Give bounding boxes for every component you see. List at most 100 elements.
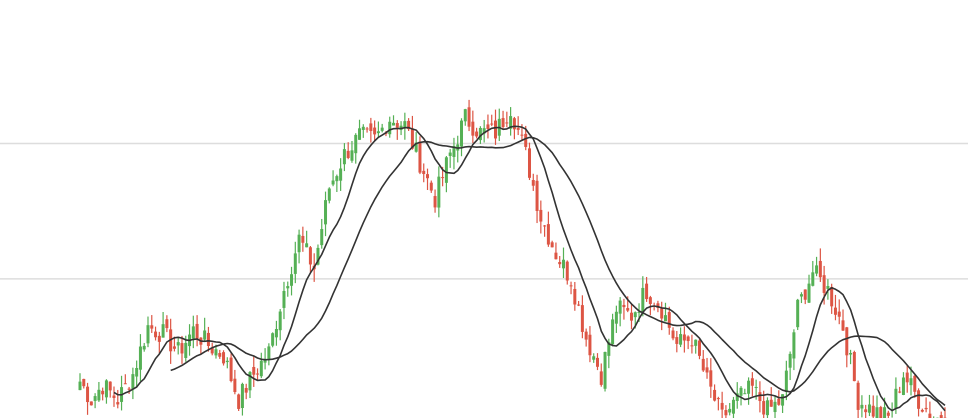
candle-body bbox=[316, 247, 320, 265]
candle-body bbox=[509, 116, 513, 129]
candle bbox=[308, 246, 312, 273]
candle-body bbox=[758, 392, 762, 402]
candle bbox=[690, 334, 694, 354]
candle-body bbox=[845, 327, 849, 356]
candle-body bbox=[203, 330, 207, 340]
candle bbox=[845, 326, 849, 368]
candle-body bbox=[550, 242, 554, 248]
candle-body bbox=[422, 170, 426, 175]
candle bbox=[682, 326, 686, 353]
candle-body bbox=[614, 311, 618, 324]
candle bbox=[463, 108, 467, 126]
candle-body bbox=[815, 265, 819, 274]
candle-body bbox=[539, 209, 543, 222]
candle-body bbox=[369, 123, 373, 132]
candle-body bbox=[308, 247, 312, 265]
candle-body bbox=[705, 367, 709, 373]
candle-body bbox=[565, 261, 569, 281]
candle bbox=[93, 393, 97, 409]
candle bbox=[856, 380, 860, 418]
candle bbox=[509, 107, 513, 136]
candle bbox=[373, 120, 377, 142]
candle-body bbox=[467, 107, 471, 127]
candle-body bbox=[142, 345, 146, 350]
candle-body bbox=[656, 303, 660, 308]
candle-body bbox=[663, 315, 667, 322]
candle bbox=[852, 350, 856, 382]
candle-body bbox=[595, 357, 599, 367]
candle bbox=[505, 111, 509, 128]
candle-body bbox=[350, 150, 354, 161]
candle-body bbox=[123, 383, 127, 385]
candle bbox=[369, 117, 373, 143]
candle-body bbox=[516, 128, 520, 130]
candle bbox=[671, 327, 675, 341]
candle bbox=[467, 99, 471, 132]
candle bbox=[259, 352, 263, 379]
candle bbox=[342, 143, 346, 172]
candle-body bbox=[452, 146, 456, 157]
candle-body bbox=[342, 149, 346, 165]
candle-body bbox=[743, 393, 747, 395]
candle bbox=[535, 174, 539, 224]
candle bbox=[426, 168, 430, 191]
candle bbox=[267, 343, 271, 366]
candle-body bbox=[180, 343, 184, 354]
candle-body bbox=[841, 320, 845, 331]
candle-body bbox=[811, 272, 815, 286]
candle bbox=[354, 133, 358, 164]
candle bbox=[422, 163, 426, 183]
candle-body bbox=[607, 342, 611, 356]
candle bbox=[131, 367, 135, 400]
candle bbox=[191, 315, 195, 349]
candle-body bbox=[161, 324, 165, 338]
candle-body bbox=[165, 319, 169, 329]
candle-body bbox=[769, 399, 773, 407]
candle bbox=[240, 382, 244, 416]
candle-body bbox=[554, 252, 558, 260]
candle bbox=[161, 312, 165, 338]
candle-body bbox=[403, 121, 407, 129]
candle-body bbox=[444, 157, 448, 183]
candle-body bbox=[365, 128, 369, 130]
candle-body bbox=[146, 325, 150, 344]
candle bbox=[86, 382, 90, 415]
candle bbox=[648, 295, 652, 316]
candle bbox=[123, 374, 127, 385]
candle bbox=[849, 349, 853, 365]
candle-body bbox=[195, 323, 199, 339]
candle bbox=[380, 123, 384, 133]
candle-body bbox=[460, 120, 464, 147]
candle bbox=[150, 315, 154, 333]
candle-body bbox=[524, 133, 528, 147]
candle bbox=[218, 349, 222, 359]
candle-body bbox=[286, 286, 290, 289]
candle-body bbox=[939, 415, 943, 418]
candle-body bbox=[765, 400, 769, 416]
candle-body bbox=[924, 407, 928, 410]
candle-body bbox=[154, 331, 158, 338]
candle bbox=[501, 110, 505, 130]
candle-body bbox=[690, 345, 694, 347]
candle bbox=[784, 360, 788, 401]
candle-body bbox=[501, 118, 505, 127]
candle bbox=[414, 132, 418, 153]
candle bbox=[448, 149, 452, 168]
candle-body bbox=[237, 394, 241, 409]
candle bbox=[233, 369, 237, 395]
candle-body bbox=[388, 121, 392, 135]
candle-body bbox=[305, 243, 309, 248]
candle bbox=[460, 118, 464, 157]
candle bbox=[229, 353, 233, 383]
candle bbox=[701, 350, 705, 372]
candle bbox=[497, 108, 501, 142]
candle-body bbox=[324, 200, 328, 225]
candle bbox=[327, 187, 331, 204]
candle bbox=[331, 170, 335, 187]
candle-body bbox=[531, 180, 535, 186]
candle-body bbox=[320, 229, 324, 246]
candle-body bbox=[543, 225, 547, 227]
candle-body bbox=[78, 381, 82, 391]
candle-body bbox=[252, 366, 256, 375]
candle-body bbox=[89, 401, 93, 406]
